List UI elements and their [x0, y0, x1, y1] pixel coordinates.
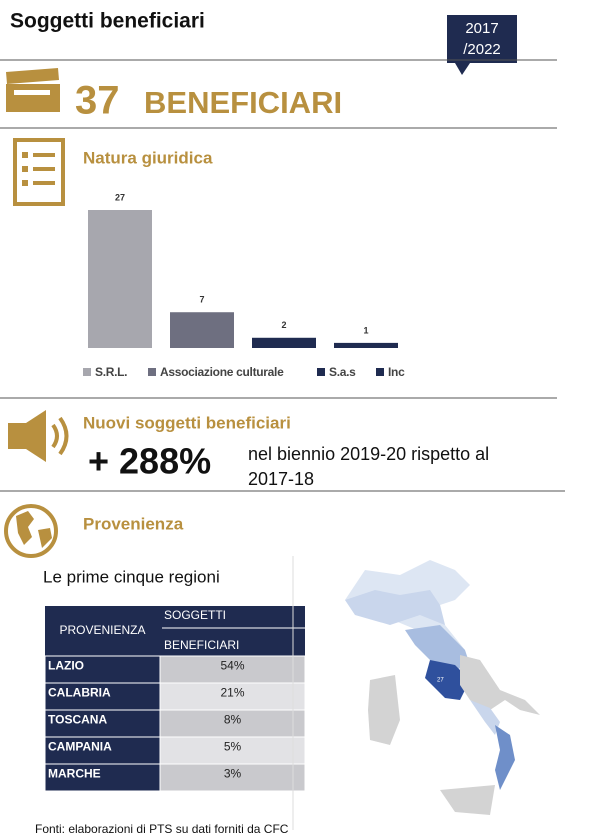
section-title: Natura giuridica: [83, 148, 213, 167]
footer-source: Fonti: elaborazioni di PTS su dati forni…: [35, 822, 289, 836]
globe-icon: [4, 504, 58, 558]
row-label: CAMPANIA: [48, 740, 112, 754]
table-header: [45, 606, 305, 656]
legend-swatch: [148, 368, 156, 376]
row-label: LAZIO: [48, 659, 84, 673]
row-value: 21%: [220, 686, 244, 700]
header-cell: SOGGETTI: [164, 608, 226, 622]
header-cell: PROVENIENZA: [59, 623, 145, 637]
map-label: 27: [437, 678, 444, 684]
legend-label: Associazione culturale: [160, 365, 284, 379]
region-table: PROVENIENZA SOGGETTI BENEFICIARI LAZIO 54% CA…: [44, 606, 306, 792]
row-label: CALABRIA: [48, 686, 111, 700]
section-title: Provenienza: [83, 514, 184, 533]
legend-label: S.R.L.: [95, 365, 127, 379]
bar-chart: 27 7 2 1 S.R.L. Associazione culturale S.a.s In…: [83, 192, 405, 379]
growth-text: 2017-18: [248, 469, 314, 489]
beneficiari-label: BENEFICIARI: [144, 85, 342, 120]
page-title: Soggetti beneficiari: [10, 10, 205, 33]
legend-swatch: [317, 368, 325, 376]
period-pointer: [455, 63, 470, 75]
row-label-cell: [44, 709, 161, 738]
period-box: [447, 15, 517, 63]
data-label: 1: [363, 325, 368, 335]
row-value: 54%: [220, 659, 244, 673]
row-label-cell: [44, 736, 161, 765]
italy-map: 27: [292, 556, 540, 830]
clapper-icon: [6, 68, 60, 112]
row-value-cell: [159, 736, 306, 765]
row-label-cell: [44, 763, 161, 792]
list-icon: [13, 138, 65, 206]
row-value-cell: [159, 682, 306, 711]
row-label-cell: [44, 682, 161, 711]
row-label: TOSCANA: [48, 713, 107, 727]
row-value: 5%: [224, 740, 242, 754]
row-label-cell: [44, 655, 161, 684]
row-value: 3%: [224, 767, 242, 781]
table-caption: Le prime cinque regioni: [43, 567, 220, 586]
row-value: 8%: [224, 713, 242, 727]
row-label: MARCHE: [48, 767, 101, 781]
data-label: 7: [199, 295, 204, 305]
header-cell: BENEFICIARI: [164, 638, 239, 652]
row-value-cell: [159, 655, 306, 684]
period-end: /2022: [463, 41, 501, 58]
bar: [170, 312, 234, 348]
bar: [88, 210, 152, 348]
period-start: 2017: [465, 20, 498, 37]
data-label: 2: [281, 320, 286, 330]
section-title: Nuovi soggetti beneficiari: [83, 413, 291, 432]
growth-text: nel biennio 2019-20 rispetto al: [248, 444, 489, 464]
speaker-icon: [8, 410, 69, 462]
row-value-cell: [159, 709, 306, 738]
bar: [334, 342, 398, 348]
bar: [252, 337, 316, 348]
beneficiari-count: 37: [75, 79, 120, 123]
row-value-cell: [159, 763, 306, 792]
growth-value: + 288%: [88, 441, 211, 482]
legend-swatch: [376, 368, 384, 376]
legend-label: S.a.s: [329, 365, 356, 379]
legend-swatch: [83, 368, 91, 376]
data-label: 27: [115, 192, 125, 202]
legend-label: Inc: [388, 365, 405, 379]
